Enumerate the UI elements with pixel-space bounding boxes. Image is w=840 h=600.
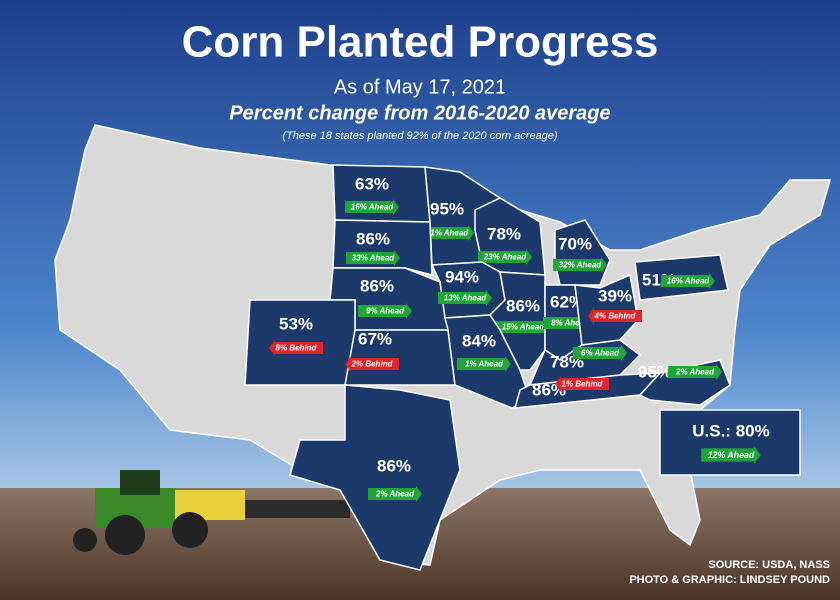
state-percent: 78%: [487, 224, 521, 243]
state-percent: 86%: [506, 296, 540, 315]
change-arrow: [478, 249, 532, 265]
change-label: 1% Behind: [562, 380, 604, 389]
change-label: 8% Behind: [276, 344, 318, 353]
subtitle: Percent change from 2016-2020 average: [229, 102, 610, 124]
change-label: 9% Ahead: [366, 307, 405, 316]
change-label: 23% Ahead: [483, 253, 528, 262]
change-label: 32% Ahead: [559, 261, 603, 270]
change-arrow: [368, 486, 422, 502]
change-arrow: [588, 308, 642, 324]
change-arrow: [269, 340, 323, 356]
change-arrow: [553, 257, 607, 273]
state-percent: 86%: [360, 276, 394, 295]
change-arrow: [438, 290, 492, 306]
state-percent: 53%: [279, 314, 313, 333]
note: (These 18 states planted 92% of the 2020…: [282, 130, 558, 142]
credit: PHOTO & GRAPHIC: LINDSEY POUND: [629, 574, 830, 586]
change-arrow: [420, 225, 474, 241]
state-percent: 70%: [558, 234, 592, 253]
change-arrow: [701, 446, 761, 464]
date: As of May 17, 2021: [334, 76, 506, 98]
change-label: 33% Ahead: [352, 254, 396, 263]
state-percent: 63%: [355, 174, 389, 193]
state-percent: 95%: [430, 199, 464, 218]
change-label: 4% Behind: [594, 312, 637, 321]
state-percent: 86%: [377, 456, 411, 475]
state-percent: 86%: [356, 229, 390, 248]
change-label: 2% Behind: [351, 360, 394, 369]
state-percent: 95%: [638, 362, 672, 381]
change-label: 8% Ahead: [551, 319, 590, 328]
national-label: U.S.: 80%: [692, 421, 769, 440]
change-label: 6% Ahead: [581, 349, 620, 358]
change-arrow: [496, 319, 550, 335]
state-percent: 84%: [462, 331, 496, 350]
state-percent: 67%: [358, 329, 392, 348]
change-label: 1% Ahead: [465, 360, 504, 369]
change-arrow: [346, 250, 400, 266]
change-label: 21% Ahead: [425, 229, 470, 238]
change-label: 12% Ahead: [708, 450, 755, 460]
change-arrow: [457, 356, 511, 372]
state-percent: 94%: [445, 267, 479, 286]
change-label: 2% Ahead: [675, 368, 715, 377]
change-arrow: [661, 273, 715, 289]
change-label: 16% Ahead: [667, 277, 711, 286]
state: [289, 384, 461, 571]
change-label: 2% Ahead: [375, 490, 415, 499]
change-arrow: [345, 199, 399, 215]
change-label: 16% Ahead: [351, 203, 395, 212]
source: SOURCE: USDA, NASS: [708, 559, 830, 571]
change-arrow: [668, 364, 722, 380]
state-percent: 39%: [598, 286, 632, 305]
change-arrow: [345, 356, 399, 372]
state-percent: 62%: [550, 292, 584, 311]
change-label: 13% Ahead: [444, 294, 488, 303]
tractor: [73, 470, 350, 555]
title: Corn Planted Progress: [182, 18, 659, 67]
change-arrow: [358, 303, 412, 319]
change-arrow: [555, 376, 609, 392]
change-arrow: [573, 345, 627, 361]
national-box: [659, 409, 801, 476]
states: 63% 16% Ahead 95% 21% Ahead 86% 33% Ahead 78% 2…: [244, 164, 731, 571]
change-label: 15% Ahead: [502, 323, 546, 332]
